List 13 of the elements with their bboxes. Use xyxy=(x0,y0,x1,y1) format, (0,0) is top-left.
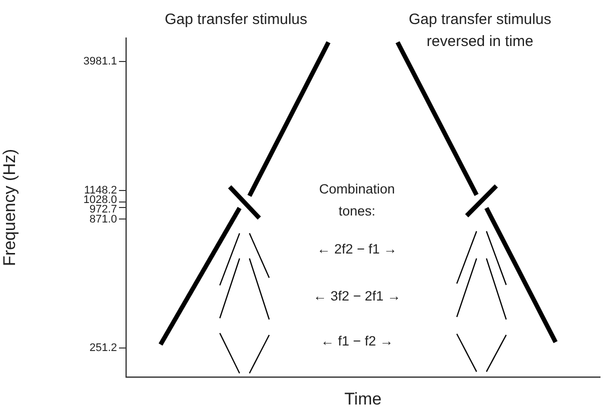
annotation: Gap transfer stimulus reversed in time xyxy=(408,11,552,50)
y-tick-label: 972.7 xyxy=(89,204,117,216)
annotation: Combination tones: xyxy=(319,182,395,219)
y-tick-label: 3981.1 xyxy=(83,56,117,68)
y-tick-label: 871.0 xyxy=(89,214,117,226)
annotation: ← 3f2 − 2f1 → xyxy=(313,288,401,304)
y-axis-title: Frequency (Hz) xyxy=(0,148,19,266)
y-tick-label: 1028.0 xyxy=(83,194,117,206)
x-axis-title: Time xyxy=(344,389,382,408)
y-tick-label: 251.2 xyxy=(89,342,117,354)
text: Gap transfer stimulus xyxy=(164,11,308,28)
annotation: ← 2f2 − f1 → xyxy=(317,242,397,257)
annotation: ← f1 − f2 → xyxy=(320,334,394,349)
